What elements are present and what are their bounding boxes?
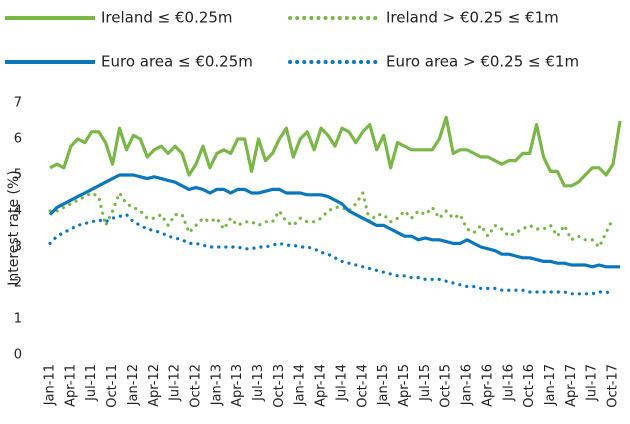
x-tick-label: Jul-17 — [585, 364, 600, 402]
x-tick-label: Jan-16 — [460, 364, 475, 406]
x-tick-label: Oct-16 — [522, 364, 537, 408]
x-tick-label: Apr-11 — [63, 364, 78, 407]
y-tick-label: 7 — [14, 96, 22, 111]
x-tick-label: Jul-16 — [501, 364, 516, 402]
legend-label: Ireland ≤ €0.25m — [101, 9, 233, 27]
x-tick-label: Oct-17 — [606, 364, 621, 408]
x-tick-label: Apr-14 — [314, 364, 329, 407]
x-tick-label: Jan-15 — [376, 364, 391, 406]
x-tick-label: Jul-11 — [84, 364, 99, 402]
legend-label: Euro area ≤ €0.25m — [101, 53, 253, 71]
y-tick-label: 4 — [14, 204, 22, 219]
series-line — [48, 173, 620, 269]
y-tick-label: 2 — [14, 276, 22, 291]
x-tick-label: Apr-17 — [564, 364, 579, 407]
y-tick-label: 5 — [14, 168, 22, 183]
x-tick-label: Oct-11 — [105, 364, 120, 408]
x-tick-label: Jul-13 — [251, 364, 266, 402]
y-axis-title: Interest rate (%) — [6, 170, 22, 286]
x-tick-label: Apr-15 — [397, 364, 412, 407]
x-tick-label: Oct-13 — [272, 364, 287, 408]
x-tick-label: Jan-17 — [543, 364, 558, 406]
x-tick-label: Jan-14 — [293, 364, 308, 406]
x-tick-label: Jan-11 — [43, 364, 58, 406]
x-tick-label: Apr-16 — [480, 364, 495, 407]
x-tick-label: Apr-12 — [147, 364, 162, 407]
y-tick-label: 3 — [14, 240, 22, 255]
x-tick-label: Oct-15 — [439, 364, 454, 408]
x-tick-label: Jul-14 — [334, 364, 349, 402]
x-tick-label: Jul-12 — [168, 364, 183, 402]
x-tick-label: Oct-12 — [188, 364, 203, 408]
series-line — [48, 213, 615, 296]
y-tick-label: 6 — [14, 132, 22, 147]
series-line — [48, 191, 615, 249]
legend-label: Ireland > €0.25 ≤ €1m — [386, 9, 559, 27]
x-tick-label: Jan-13 — [209, 364, 224, 406]
series-line — [49, 115, 622, 188]
x-tick-label: Oct-14 — [355, 364, 370, 408]
x-tick-label: Jan-12 — [126, 364, 141, 406]
y-tick-label: 1 — [14, 312, 22, 327]
x-tick-label: Apr-13 — [230, 364, 245, 407]
y-tick-label: 0 — [14, 348, 22, 363]
x-tick-label: Jul-15 — [418, 364, 433, 402]
legend-label: Euro area > €0.25 ≤ €1m — [386, 53, 579, 71]
